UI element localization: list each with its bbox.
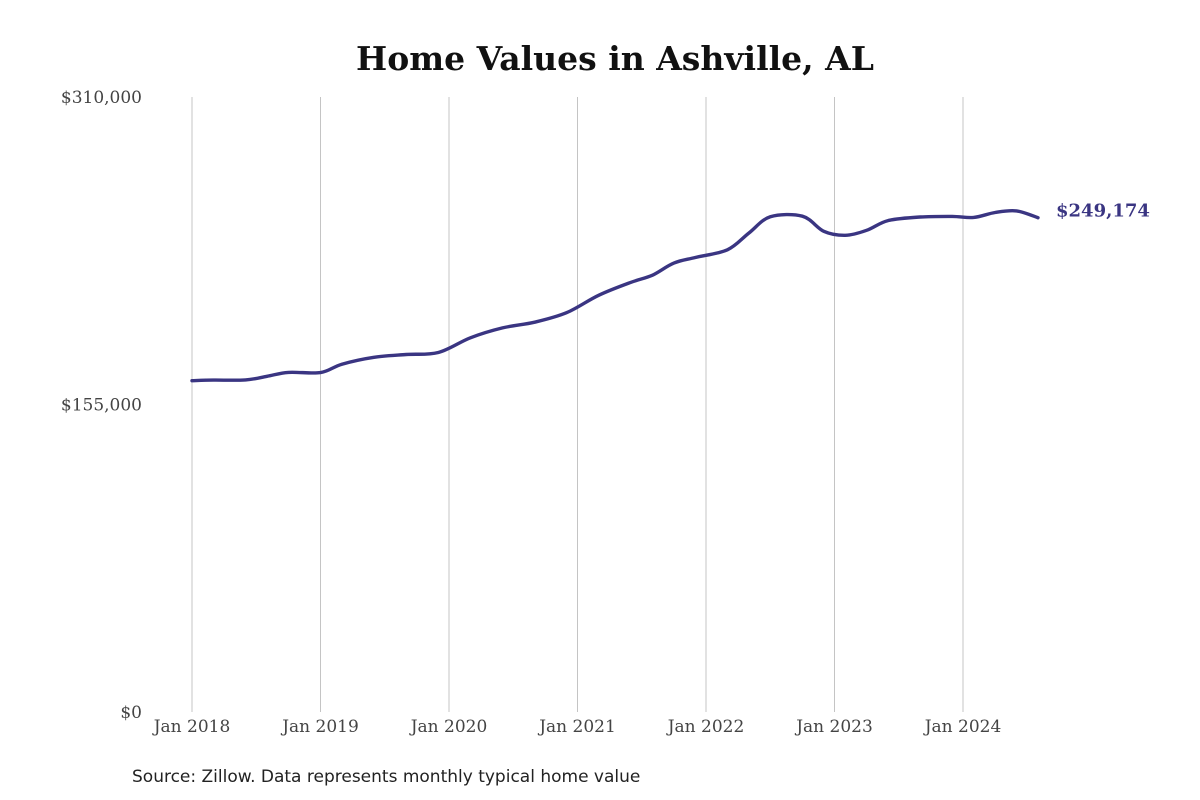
y-tick-label: $0 [120,703,142,723]
source-note: Source: Zillow. Data represents monthly … [132,767,640,787]
x-tick-label: Jan 2021 [537,717,616,737]
chart-title: Home Values in Ashville, AL [356,39,874,78]
home-value-line [190,208,1040,383]
gridlines [191,97,964,712]
x-tick-label: Jan 2024 [923,717,1002,737]
y-tick-label: $155,000 [61,396,142,416]
latest-value-label: $249,174 [1056,201,1150,222]
x-tick-label: Jan 2023 [794,717,873,737]
y-axis-ticks: $0 $155,000 $310,000 [61,88,142,723]
x-tick-label: Jan 2018 [152,717,231,737]
x-tick-label: Jan 2019 [280,717,359,737]
x-tick-label: Jan 2022 [666,717,745,737]
x-axis-ticks: Jan 2018 Jan 2019 Jan 2020 Jan 2021 Jan 2022… [152,717,1002,737]
y-tick-label: $310,000 [61,88,142,108]
x-tick-label: Jan 2020 [409,717,488,737]
